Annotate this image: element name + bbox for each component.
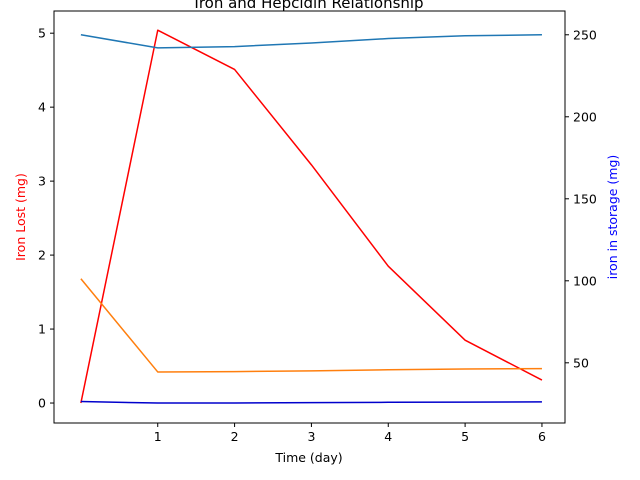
series-line-4	[80, 34, 542, 49]
y-left-tick-label: 3	[38, 174, 46, 189]
x-tick-label: 6	[538, 429, 546, 444]
series-line-3	[80, 400, 542, 404]
y-right-tick-label: 250	[573, 27, 597, 42]
x-tick-label: 2	[231, 429, 239, 444]
y-left-tick-label: 5	[38, 26, 46, 41]
series-line-1	[80, 29, 543, 404]
y-right-tick-label: 200	[573, 109, 597, 124]
series-layer	[80, 29, 543, 404]
y-axis-left-title: Iron Lost (mg)	[13, 173, 28, 261]
y-left-tick-label: 4	[38, 100, 46, 115]
x-tick-label: 5	[461, 429, 469, 444]
y-left-tick-label: 0	[38, 396, 46, 411]
ticks-layer: 1 2 3 4 5 6 0 1 2 3 4 5 50 100 150 200 250	[38, 26, 597, 444]
x-axis-title: Time (day)	[274, 450, 342, 465]
plot-frame	[53, 10, 566, 424]
y-right-tick-label: 50	[573, 355, 589, 370]
y-left-tick-label: 2	[38, 248, 46, 263]
x-tick-label: 3	[307, 429, 315, 444]
y-left-tick-label: 1	[38, 322, 46, 337]
x-tick-label: 4	[384, 429, 392, 444]
chart-title: Iron and Hepcidin Relationship	[194, 0, 423, 12]
x-tick-label: 1	[154, 429, 162, 444]
y-right-tick-label: 100	[573, 273, 597, 288]
series-line-2	[80, 278, 542, 373]
y-right-tick-label: 150	[573, 191, 597, 206]
y-axis-right-title: iron in storage (mg)	[605, 155, 620, 280]
